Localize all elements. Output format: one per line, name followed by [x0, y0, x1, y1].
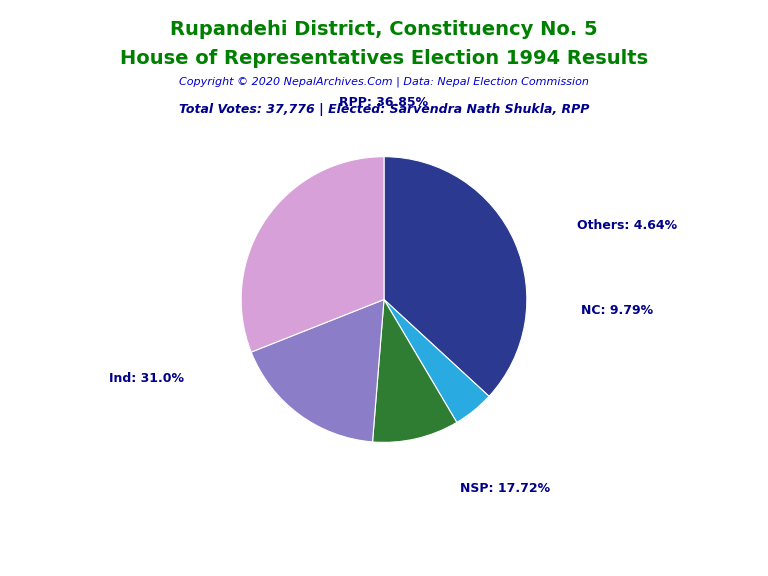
Text: House of Representatives Election 1994 Results: House of Representatives Election 1994 R… [120, 49, 648, 68]
Wedge shape [251, 300, 384, 442]
Text: Copyright © 2020 NepalArchives.Com | Data: Nepal Election Commission: Copyright © 2020 NepalArchives.Com | Dat… [179, 77, 589, 87]
Text: NSP: 17.72%: NSP: 17.72% [460, 482, 551, 495]
Text: Rupandehi District, Constituency No. 5: Rupandehi District, Constituency No. 5 [170, 20, 598, 39]
Wedge shape [372, 300, 457, 442]
Text: RPP: 36.85%: RPP: 36.85% [339, 96, 429, 109]
Wedge shape [241, 157, 384, 352]
Text: NC: 9.79%: NC: 9.79% [581, 305, 654, 317]
Text: Total Votes: 37,776 | Elected: Sarvendra Nath Shukla, RPP: Total Votes: 37,776 | Elected: Sarvendra… [179, 103, 589, 116]
Wedge shape [384, 300, 489, 422]
Wedge shape [384, 157, 527, 396]
Text: Ind: 31.0%: Ind: 31.0% [109, 372, 184, 385]
Text: Others: 4.64%: Others: 4.64% [577, 219, 677, 232]
